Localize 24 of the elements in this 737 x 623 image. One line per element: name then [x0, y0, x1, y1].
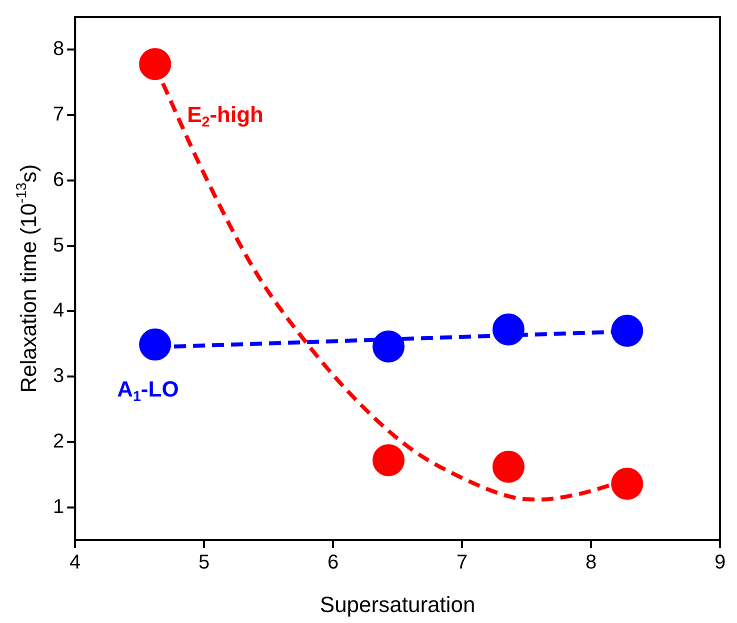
x-tick-label: 4: [70, 552, 81, 574]
y-tick-label: 7: [53, 104, 64, 126]
x-tick-label: 9: [714, 552, 726, 574]
x-tick-label: 8: [585, 552, 597, 574]
x-tick-label: 7: [456, 552, 468, 574]
y-tick-label: 4: [53, 300, 64, 322]
point: [372, 444, 405, 476]
x-axis-title: Supersaturation: [320, 592, 476, 618]
y-tick-label: 1: [53, 496, 64, 518]
x-tick-label: 5: [198, 552, 210, 574]
y-tick-label: 8: [53, 38, 64, 60]
point: [139, 48, 172, 80]
y-tick-label: 6: [53, 168, 64, 191]
point: [492, 313, 524, 346]
y-tick-label: 5: [53, 234, 64, 256]
point: [372, 330, 405, 362]
point: [611, 314, 644, 347]
point: [139, 328, 172, 361]
point: [611, 468, 644, 500]
x-tick-label: 6: [328, 552, 339, 574]
y-axis-title: Relaxation time (10-13s): [14, 164, 42, 393]
point: [492, 450, 524, 483]
y-tick-label: 2: [53, 430, 64, 452]
y-tick-label: 3: [53, 365, 64, 388]
